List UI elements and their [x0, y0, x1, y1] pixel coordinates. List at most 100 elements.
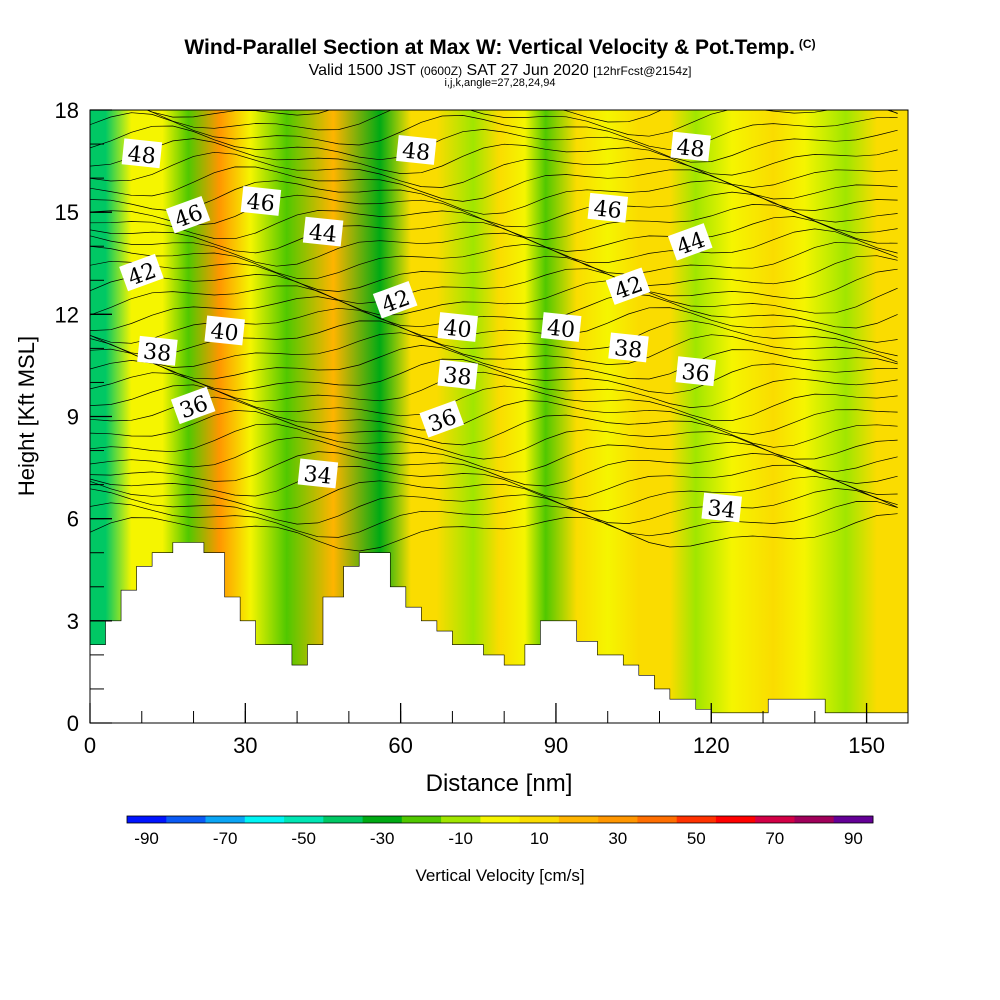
pot-temp-isoline — [90, 410, 898, 448]
chart-title: Wind-Parallel Section at Max W: Vertical… — [184, 36, 816, 59]
pot-temp-isoline — [90, 228, 898, 267]
contour-label: 36 — [419, 400, 465, 438]
copyright-mark: (C) — [798, 37, 816, 51]
x-tick-label: 0 — [84, 733, 96, 758]
contour-label: 48 — [396, 134, 437, 166]
colorbar-tick-label: -70 — [213, 829, 238, 848]
colorbar-swatch — [519, 816, 560, 823]
pot-temp-isoline — [90, 464, 898, 500]
contour-label-text: 34 — [706, 496, 736, 524]
colorbar: -90 -70 -50 -30 -10 10 30 50 70 90 — [126, 815, 874, 848]
y-tick-label: 3 — [67, 609, 79, 634]
y-tick-label: 18 — [55, 98, 79, 123]
contour-label-text: 40 — [442, 316, 472, 344]
pot-temp-isoline — [90, 151, 898, 188]
colorbar-tick-label: -90 — [134, 829, 159, 848]
colorbar-swatch — [166, 816, 206, 823]
x-axis: 0 30 60 90 120 150 — [84, 703, 885, 758]
contour-label: 46 — [587, 192, 629, 224]
colorbar-swatch — [127, 816, 167, 823]
y-tick-label: 12 — [55, 302, 79, 327]
pot-temp-isoline — [90, 268, 898, 305]
pot-temp-isoline — [146, 110, 898, 123]
colorbar-tick-label: 30 — [608, 829, 627, 848]
colorbar-swatch — [323, 816, 363, 823]
forecast-info: [12hrFcst@2154z] — [593, 64, 692, 78]
pot-temp-isoline — [145, 110, 898, 137]
colorbar-swatch — [362, 816, 403, 823]
pot-temp-isoline — [90, 384, 898, 421]
y-tick-label: 6 — [67, 507, 79, 532]
colorbar-swatch — [755, 816, 795, 823]
y-axis-label: Height [Kft MSL] — [14, 336, 39, 496]
pot-temp-isoline — [90, 138, 898, 176]
contour-label-text: 48 — [675, 135, 705, 163]
x-tick-label: 150 — [848, 733, 885, 758]
pot-temp-isoline — [90, 475, 898, 512]
colorbar-tick-label: 10 — [530, 829, 549, 848]
contour-label-text: 38 — [442, 363, 472, 391]
colorbar-swatch — [401, 816, 442, 823]
grid-indices: i,j,k,angle=27,28,24,94 — [444, 77, 556, 89]
x-tick-label: 30 — [233, 733, 257, 758]
pot-temp-isoline — [90, 513, 898, 552]
colorbar-swatch — [637, 816, 678, 823]
contour-label: 40 — [204, 315, 245, 347]
contour-label-text: 48 — [126, 142, 156, 170]
colorbar-tick-label: -50 — [291, 829, 316, 848]
colorbar-swatch — [244, 816, 285, 823]
pot-temp-isoline — [90, 180, 898, 215]
colorbar-swatch — [558, 816, 599, 823]
pot-temp-isoline — [90, 280, 898, 316]
y-tick-label: 0 — [67, 711, 79, 736]
contour-label-text: 38 — [142, 339, 172, 367]
pot-temp-isoline — [90, 112, 898, 151]
colorbar-swatch — [715, 816, 756, 823]
pot-temp-isoline — [90, 293, 898, 331]
contour-label-text: 40 — [209, 319, 239, 347]
contour-label: 48 — [670, 131, 711, 163]
contour-label: 34 — [701, 492, 742, 524]
contour-label: 36 — [170, 386, 216, 424]
terrain — [90, 542, 908, 723]
colorbar-label: Vertical Velocity [cm/s] — [415, 866, 584, 885]
colorbar-tick-label: 50 — [687, 829, 706, 848]
contour-label-text: 44 — [308, 220, 338, 248]
pot-temp-isoline — [90, 216, 898, 254]
colorbar-tick-label: -10 — [448, 829, 473, 848]
pot-temp-isoline — [90, 501, 898, 538]
pot-temp-isoline — [90, 396, 898, 435]
y-axis: 0 3 6 9 12 15 18 — [55, 98, 112, 736]
x-axis-label: Distance [nm] — [426, 770, 573, 797]
pot-temp-isoline — [90, 332, 898, 368]
contour-label-text: 48 — [401, 138, 431, 166]
contour-label: 40 — [437, 312, 478, 344]
contour-label-text: 40 — [546, 316, 576, 344]
colorbar-tick-label: -30 — [370, 829, 395, 848]
pot-temp-isoline — [90, 204, 898, 240]
contour-label: 40 — [540, 312, 582, 344]
colorbar-swatch — [205, 816, 246, 823]
pot-temp-isoline — [90, 255, 898, 292]
colorbar-swatch — [676, 816, 717, 823]
contour-label-text: 46 — [592, 196, 622, 224]
pot-temp-isoline — [90, 423, 898, 460]
pot-temp-isoline — [90, 451, 898, 487]
colorbar-swatch — [284, 816, 324, 823]
contour-label: 38 — [608, 332, 649, 364]
valid-utc: (0600Z) — [420, 64, 463, 78]
contour-label: 48 — [121, 138, 163, 170]
y-tick-label: 15 — [55, 200, 79, 225]
colorbar-swatch — [794, 816, 835, 823]
contour-label: 38 — [437, 359, 478, 391]
x-tick-label: 90 — [544, 733, 568, 758]
pot-temp-isoline — [90, 358, 898, 395]
colorbar-swatch — [833, 816, 874, 823]
pot-temp-isoline — [90, 371, 898, 408]
pot-temp-contours — [90, 110, 898, 552]
contour-label-text: 38 — [613, 336, 643, 364]
colorbar-tick-label: 70 — [765, 829, 784, 848]
colorbar-swatch — [480, 816, 521, 823]
